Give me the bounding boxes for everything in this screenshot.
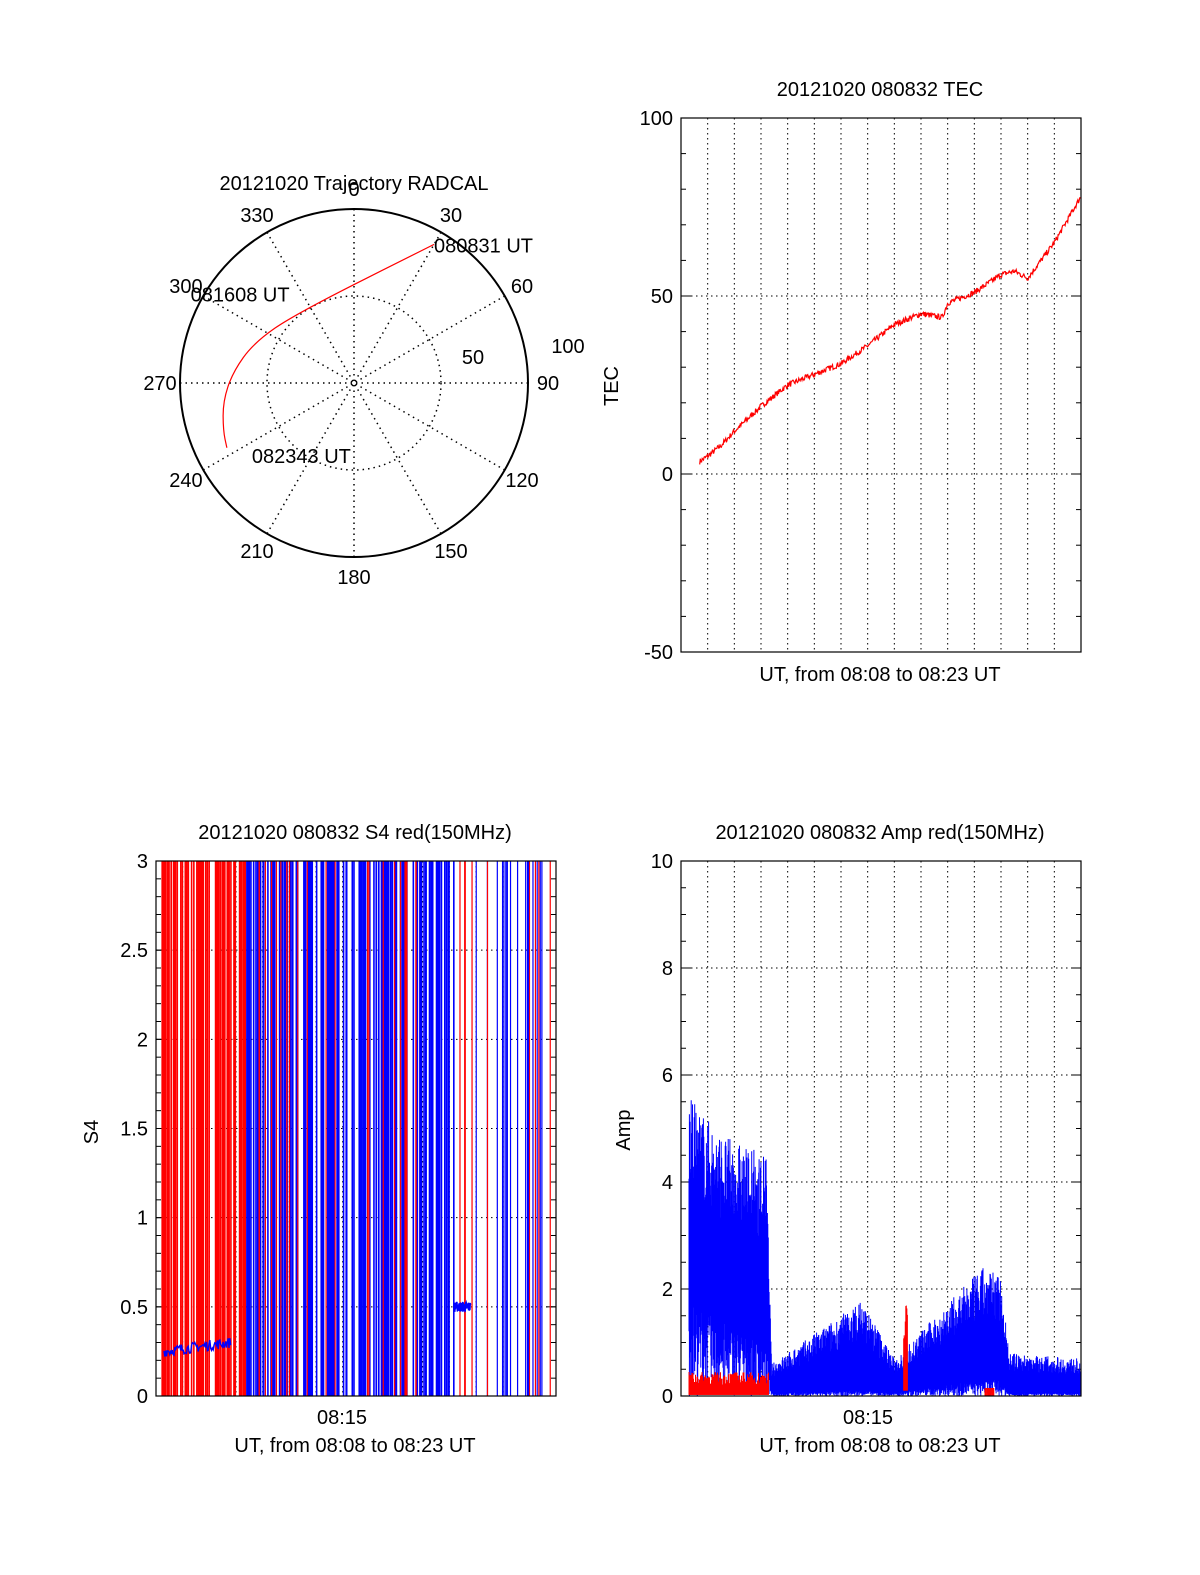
s4-title: 20121020 080832 S4 red(150MHz) (198, 822, 512, 844)
y-tick-label: 50 (651, 286, 673, 308)
tec-title: 20121020 080832 TEC (777, 79, 983, 101)
polar-angle-label: 60 (511, 276, 533, 298)
y-tick-label: 2 (662, 1279, 673, 1301)
s4-blue-baseline (163, 1338, 232, 1357)
polar-angle-label: 240 (169, 470, 202, 492)
plot-frame (680, 860, 1082, 1397)
polar-radial-label: 100 (551, 336, 584, 358)
polar-inner-circle (266, 295, 442, 471)
polar-angle-label: 300 (169, 276, 202, 298)
tec-plot: 20121020 080832 TEC TEC UT, from 08:08 t… (601, 79, 1082, 686)
y-tick-label: 10 (651, 851, 673, 873)
y-tick-label: 1.5 (120, 1119, 148, 1141)
plot-frame (680, 117, 1082, 653)
amp-title: 20121020 080832 Amp red(150MHz) (715, 822, 1044, 844)
polar-spoke (266, 231, 442, 535)
s4-xlabel: UT, from 08:08 to 08:23 UT (234, 1435, 475, 1457)
y-tick-label: 1 (137, 1208, 148, 1230)
trajectory-line (222, 243, 435, 448)
plot-frame (155, 860, 557, 1397)
trajectory-path (222, 243, 435, 448)
tec-xlabel: UT, from 08:08 to 08:23 UT (759, 664, 1000, 686)
polar-angle-label: 0 (348, 179, 359, 201)
amp-plot: 20121020 080832 Amp red(150MHz) Amp 08:1… (613, 822, 1082, 1457)
s4-spikes (161, 861, 551, 1396)
trajectory-annotations: 080831 UT 081608 UT 082343 UT (191, 235, 533, 468)
polar-radial-label: 50 (462, 347, 484, 369)
y-tick-label: -50 (644, 642, 673, 664)
polar-angle-label: 150 (434, 541, 467, 563)
polar-title: 20121020 Trajectory RADCAL (219, 173, 488, 195)
s4-ylabel: S4 (81, 1120, 103, 1144)
y-tick-label: 2.5 (120, 940, 148, 962)
y-tick-label: 0.5 (120, 1297, 148, 1319)
polar-outer-circle (179, 208, 529, 558)
y-tick-label: 100 (640, 108, 673, 130)
polar-angle-label: 330 (240, 205, 273, 227)
trajectory-time-label: 081608 UT (191, 285, 290, 307)
amp-blue-series (688, 1100, 1082, 1396)
polar-angle-label: 30 (440, 205, 462, 227)
polar-angle-label: 180 (337, 567, 370, 589)
polar-spoke (266, 231, 442, 535)
s4-plot: 20121020 080832 S4 red(150MHz) S4 08:15 … (81, 822, 557, 1457)
y-tick-label: 0 (662, 464, 673, 486)
trajectory-time-label: 080831 UT (434, 235, 533, 257)
amp-ylabel: Amp (613, 1109, 635, 1150)
polar-angle-label: 210 (240, 541, 273, 563)
y-tick-label: 0 (137, 1386, 148, 1408)
trajectory-polar-plot: 20121020 Trajectory RADCAL 0 30 60 90 120 150… (143, 173, 584, 589)
polar-angle-label: 270 (143, 373, 176, 395)
y-tick-label: 4 (662, 1172, 673, 1194)
tec-series-line (699, 196, 1082, 465)
amp-xlabel: UT, from 08:08 to 08:23 UT (759, 1435, 1000, 1457)
polar-angle-labels: 0 30 60 90 120 150 180 210 240 270 300 330 (143, 179, 559, 589)
polar-angle-label: 120 (505, 470, 538, 492)
polar-radial-labels: 50 100 (462, 336, 585, 369)
s4-xtick: 08:15 (317, 1407, 367, 1429)
y-tick-label: 2 (137, 1029, 148, 1051)
s4-blue-baseline (454, 1299, 472, 1313)
trajectory-time-label: 082343 UT (252, 446, 351, 468)
y-tick-label: 8 (662, 958, 673, 980)
y-tick-label: 3 (137, 851, 148, 873)
polar-grid (179, 208, 529, 558)
tec-ylabel: TEC (601, 366, 623, 406)
y-tick-label: 0 (662, 1386, 673, 1408)
polar-angle-label: 90 (537, 373, 559, 395)
amp-red-series (688, 1305, 995, 1396)
y-tick-label: 6 (662, 1065, 673, 1087)
amp-xtick: 08:15 (843, 1407, 893, 1429)
